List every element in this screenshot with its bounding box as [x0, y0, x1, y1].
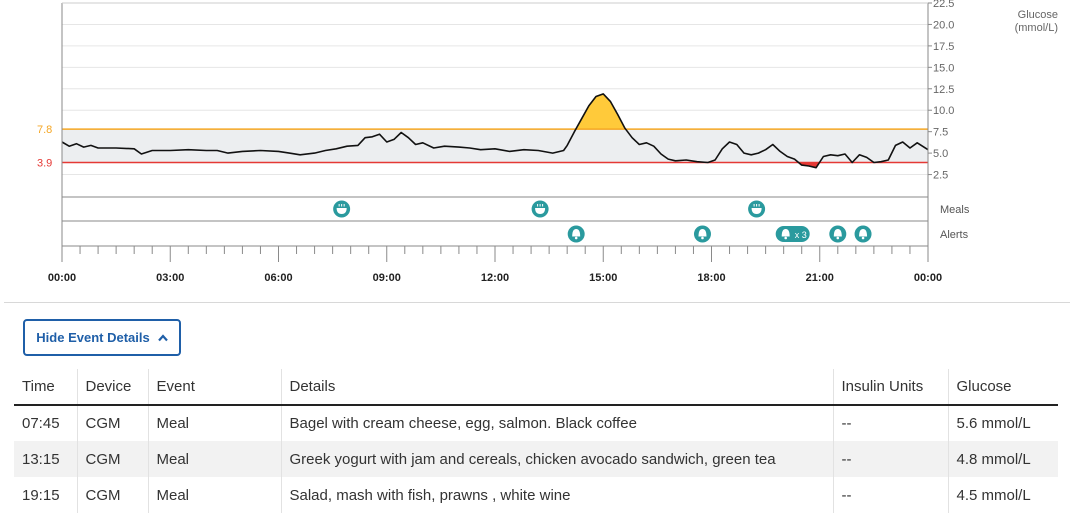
cell-glucose: 5.6 mmol/L: [956, 415, 1031, 432]
target-range-band: [62, 129, 928, 163]
bell-clapper: [701, 236, 704, 240]
glucose-chart: 7.8 3.9 22.5 20.0 17.5 15.0 12.5 10.0 7.5 5.0 2.5 G…: [37, 0, 1058, 284]
y-tick-label: 15.0: [933, 62, 954, 74]
x-tick-label: 09:00: [373, 272, 401, 284]
y-tick-label: 17.5: [933, 41, 954, 53]
column-header-glucose: Glucose: [948, 369, 1058, 406]
y-tick-label: 12.5: [933, 84, 954, 96]
track-label-alerts: Alerts: [940, 229, 969, 241]
cell-device: CGM: [77, 441, 149, 477]
x-tick-label: 03:00: [156, 272, 184, 284]
x-tick-label: 12:00: [481, 272, 509, 284]
cell-device: CGM: [77, 405, 149, 441]
section-divider: [4, 302, 1070, 303]
track-label-meals: Meals: [940, 204, 970, 216]
cell-details: Greek yogurt with jam and cereals, chick…: [281, 441, 834, 477]
cell-device: CGM: [77, 477, 149, 513]
x-tick-label: 15:00: [589, 272, 617, 284]
y-tick-label: 5.0: [933, 148, 948, 160]
table-header-row: Time Device Event Details Insulin Units …: [14, 369, 1058, 406]
column-header-device: Device: [77, 369, 149, 406]
bell-icon: [781, 229, 790, 237]
column-header-details: Details: [281, 369, 834, 406]
cell-details: Salad, mash with fish, prawns , white wi…: [281, 477, 834, 513]
cell-insulin-units: --: [833, 477, 949, 513]
cell-glucose: 4.8 mmol/L: [948, 441, 1058, 477]
cell-time: 07:45: [14, 405, 78, 441]
cell-time: 19:15: [14, 477, 78, 513]
meal-icon: [336, 208, 347, 214]
x-tick-label: 00:00: [48, 272, 76, 284]
y-tick-label: 10.0: [933, 105, 954, 117]
bell-clapper: [574, 236, 578, 240]
table-row: 07:45 CGM Meal Bagel with cream cheese, …: [14, 405, 1058, 441]
x-tick-label: 00:00: [914, 272, 942, 284]
bell-clapper: [836, 236, 840, 240]
bell-clapper: [861, 236, 865, 240]
cell-time: 13:15: [14, 441, 78, 477]
y-tick-label: 22.5: [933, 0, 954, 10]
alert-count-label: x 3: [795, 230, 807, 240]
low-threshold-label: 3.9: [37, 158, 52, 170]
bell-icon: [698, 229, 707, 237]
cell-event: Meal: [148, 441, 282, 477]
high-threshold-label: 7.8: [37, 124, 52, 136]
y-axis-label: Glucose: [1018, 9, 1058, 21]
x-tick-label: 21:00: [806, 272, 834, 284]
y-tick-label: 2.5: [933, 170, 948, 182]
column-header-event: Event: [148, 369, 282, 406]
x-tick-label: 06:00: [264, 272, 292, 284]
x-tick-label: 18:00: [697, 272, 725, 284]
y-axis-label: (mmol/L): [1015, 22, 1058, 34]
bell-clapper: [784, 236, 787, 240]
glucose-chart-svg: 7.8 3.9 22.5 20.0 17.5 15.0 12.5 10.0 7.5 5.0 2.5 G…: [37, 0, 1058, 284]
bell-icon: [833, 229, 842, 237]
hide-event-details-button[interactable]: Hide Event Details: [23, 319, 181, 356]
table-row: 13:15 CGM Meal Greek yogurt with jam and…: [14, 441, 1058, 477]
hide-event-details-label: Hide Event Details: [36, 330, 150, 345]
cell-details: Bagel with cream cheese, egg, salmon. Bl…: [281, 405, 834, 441]
event-details-table: Time Device Event Details Insulin Units …: [14, 369, 1058, 513]
table-row: 19:15 CGM Meal Salad, mash with fish, pr…: [14, 477, 1058, 513]
cell-event: Meal: [148, 477, 282, 513]
y-tick-label: 7.5: [933, 127, 948, 139]
cell-insulin-units: --: [833, 441, 949, 477]
cell-insulin-units: --: [833, 405, 949, 441]
column-header-time: Time: [14, 369, 78, 406]
meal-icon: [751, 208, 762, 214]
bell-icon: [572, 229, 581, 237]
bell-icon: [859, 229, 868, 237]
column-header-insulin-units: Insulin Units: [833, 369, 949, 406]
cell-event: Meal: [148, 405, 282, 441]
cell-glucose: 4.5 mmol/L: [956, 486, 1031, 504]
meal-icon: [535, 208, 546, 214]
y-tick-label: 20.0: [933, 19, 954, 31]
glucose-line: [61, 93, 929, 169]
chevron-up-icon: [157, 333, 168, 341]
